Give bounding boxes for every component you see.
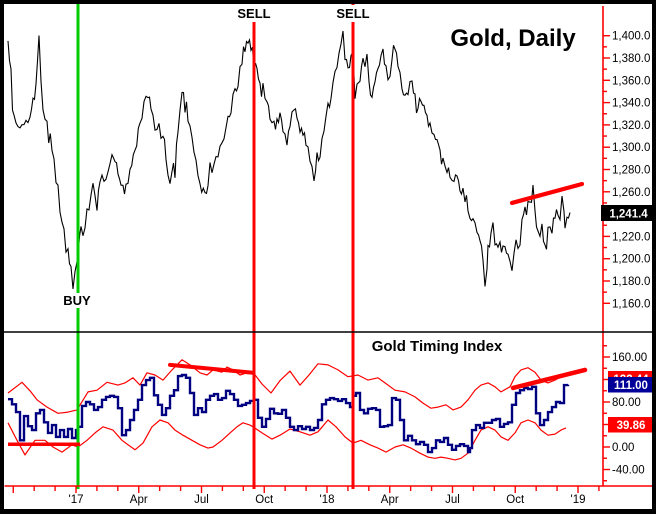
buy-label: BUY	[63, 293, 91, 308]
index-badge: 111.00	[608, 377, 654, 393]
index-series-line	[8, 373, 570, 454]
price-axis-label: 1,220.0	[612, 231, 650, 243]
signal-lines-layer	[76, 4, 355, 489]
index-badge-text: 111.00	[614, 380, 648, 392]
index-down-trendline	[168, 362, 255, 375]
sell1-label-bg	[236, 5, 272, 21]
price-axis-label: 1,360.0	[612, 75, 650, 87]
index-up-trendline	[510, 367, 588, 391]
price-axis-label: 1,180.0	[612, 276, 650, 288]
series-layer	[7, 30, 571, 461]
price-axis-label: 1,300.0	[612, 142, 650, 154]
price-axis-label: 1,340.0	[612, 98, 650, 110]
time-axis-label: Apr	[381, 494, 399, 506]
price-axis-label: 1,200.0	[612, 254, 650, 266]
lower-band-badge: 39.86	[608, 417, 654, 433]
time-axis-label: Jul	[445, 494, 460, 506]
index-axis-label: 0.00	[612, 442, 634, 454]
price-series-line	[7, 30, 571, 289]
time-axis-label: '18	[320, 494, 335, 506]
lower-band-line	[7, 419, 567, 461]
sell2-label-bg	[335, 5, 371, 21]
time-axis-label: Oct	[506, 494, 525, 506]
price-axis-label: 1,260.0	[612, 187, 650, 199]
time-axis-label: '17	[69, 494, 84, 506]
price-axis-label: 1,320.0	[612, 120, 650, 132]
sell-label-2: SELL	[336, 6, 369, 21]
time-axis-label: Apr	[130, 494, 148, 506]
buy-label-bg	[61, 293, 94, 308]
time-axis-label: Jul	[194, 494, 209, 506]
border-bottom	[0, 509, 656, 514]
time-axis-label: Oct	[255, 494, 274, 506]
index-axis-label: 80.00	[612, 397, 641, 409]
price-trendline	[509, 181, 585, 206]
index-axis-label: 160.00	[612, 352, 647, 364]
panel2-title: Gold Timing Index	[372, 338, 503, 355]
border-top	[0, 0, 656, 4]
index-axis-label: -40.00	[612, 465, 645, 477]
upper-band-line	[7, 359, 567, 414]
sell-label-1: SELL	[237, 6, 270, 21]
price-axis-label: 1,380.0	[612, 53, 650, 65]
trendlines-layer	[8, 181, 588, 446]
price-badge-text: 1,241.4	[609, 209, 648, 221]
border-right	[652, 0, 656, 514]
chart-title: Gold, Daily	[450, 25, 576, 52]
price-axis-label: 1,280.0	[612, 165, 650, 177]
time-axis-label: '19	[571, 494, 586, 506]
price-axis-label: 1,400.0	[612, 31, 650, 43]
price-axis-label: 1,160.0	[612, 298, 650, 310]
border-left	[0, 0, 4, 514]
price-badge: 1,241.4	[601, 205, 655, 221]
lower-band-badge-text: 39.86	[617, 420, 646, 432]
